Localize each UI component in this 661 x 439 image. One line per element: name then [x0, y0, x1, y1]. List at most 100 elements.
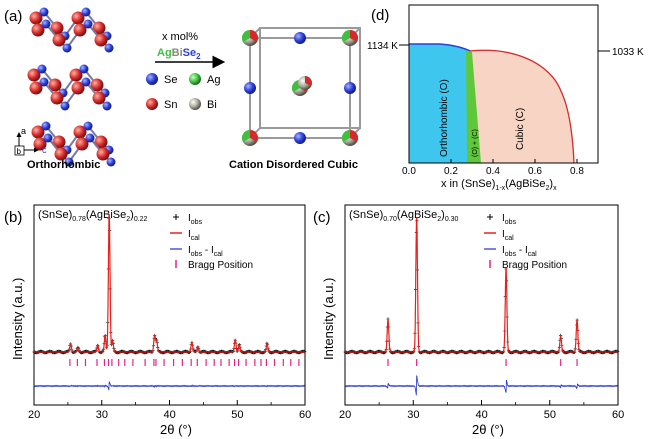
cubic-caption: Cation Disordered Cubic — [229, 159, 358, 171]
legend-cal: Ical — [502, 229, 514, 242]
sn-atom — [94, 135, 108, 149]
calculated-line — [34, 213, 305, 353]
sn-atom — [52, 33, 66, 47]
crystal-axes-indicator: b a c — [14, 126, 47, 156]
arrow-text-compound: AgBiSe2 — [157, 47, 201, 61]
se-atom — [344, 82, 356, 94]
panel-d: (d) 1134 K 1033 K Orthorhombic (O) (O) +… — [367, 4, 644, 192]
se-atom — [60, 101, 70, 111]
se-atom — [39, 7, 49, 17]
sn-atom — [50, 21, 64, 35]
panel-a: (a) b a c Orthorhombic x mol% AgBiSe2 Se… — [4, 7, 361, 171]
se-atom — [104, 43, 114, 53]
legend-diff: Iobs - Ical — [502, 245, 537, 258]
se-atom — [41, 121, 51, 131]
pd-xtick-label: 0.4 — [486, 166, 500, 177]
bragg-ticks-b — [69, 359, 300, 366]
observed-points — [32, 217, 307, 355]
xrd-b-plot — [32, 213, 307, 391]
x-tick-label: 30 — [96, 409, 108, 421]
axis-c-label: c — [42, 145, 47, 155]
se-atom — [39, 77, 49, 87]
mixed-region-label: (O) + (C) — [472, 129, 479, 157]
sn-atom — [29, 81, 43, 95]
sn-atom — [75, 137, 89, 151]
xrd-c-frame — [344, 204, 619, 406]
composition-b: (SnSe)0.78(AgBiSe2)0.22 — [38, 209, 148, 223]
x-tick-label: 40 — [476, 409, 488, 421]
temp-left-label: 1134 K — [367, 41, 398, 52]
legend-bi: Bi — [207, 99, 217, 111]
xrd-c-plot — [343, 216, 620, 396]
sn-atom — [92, 91, 106, 105]
xrd-b-frame — [33, 204, 306, 406]
sn-atom — [71, 81, 85, 95]
sn-atom — [48, 78, 62, 92]
orthorhombic-region — [409, 44, 468, 163]
xrd-legend-b: Iobs Ical Iobs - Ical Bragg Position — [170, 213, 253, 271]
xlabel-c: 2θ (°) — [472, 422, 504, 437]
orthorhombic-region-label: Orthorhombic (O) — [439, 79, 450, 157]
se-atom — [83, 121, 93, 131]
cubic-region-label: Cubic (C) — [515, 108, 526, 150]
phase-diagram-x-ticks: 0.0 0.2 0.4 0.6 0.8 — [402, 159, 584, 177]
xrd-b-x-ticks: 20 30 40 50 60 — [28, 400, 311, 421]
se-atom — [102, 101, 112, 111]
se-atom — [37, 64, 47, 74]
se-atom — [81, 7, 91, 17]
composition-c: (SnSe)0.70(AgBiSe2)0.30 — [349, 209, 459, 223]
se-atom — [244, 82, 256, 94]
xlabel-b: 2θ (°) — [160, 422, 192, 437]
sn-atom — [31, 125, 45, 139]
legend-bragg: Bragg Position — [502, 260, 567, 271]
sn-atom — [27, 68, 41, 82]
orthorhombic-structure-image — [27, 7, 116, 167]
legend-diff: Iobs - Ical — [188, 245, 223, 258]
sn-atom — [29, 11, 43, 25]
x-tick-label: 60 — [299, 409, 311, 421]
bragg-ticks-c — [387, 359, 578, 366]
se-atom — [81, 77, 91, 87]
se-atom — [85, 133, 95, 143]
arrow-text-xmol: x mol% — [162, 31, 198, 43]
difference-line — [344, 374, 619, 396]
pd-xtick-label: 0.8 — [570, 166, 584, 177]
xrd-c-x-ticks: 20 30 40 50 60 — [339, 400, 624, 421]
sn-atom — [71, 11, 85, 25]
ylabel-b: Intensity (a.u.) — [10, 278, 25, 360]
sn-atom — [50, 91, 64, 105]
panel-d-label: (d) — [371, 7, 389, 24]
legend-sn: Sn — [164, 99, 177, 111]
x-tick-label: 20 — [339, 409, 351, 421]
difference-line — [33, 381, 306, 391]
se-atom — [41, 19, 51, 29]
legend-ag: Ag — [207, 74, 220, 86]
sn-atom — [90, 78, 104, 92]
se-sphere-icon — [146, 73, 158, 85]
cubic-region — [470, 50, 574, 163]
x-tick-label: 60 — [612, 409, 624, 421]
panel-b: (b) (SnSe)0.78(AgBiSe2)0.22 IobsIcalIobs… — [4, 204, 311, 437]
temp-right-label: 1033 K — [612, 47, 644, 58]
sn-atom — [52, 135, 66, 149]
mixed-phase-region — [466, 51, 481, 163]
sn-atom — [33, 137, 47, 151]
calculated-line — [345, 216, 618, 353]
x-tick-label: 50 — [231, 409, 243, 421]
axis-a-label: a — [21, 126, 26, 136]
obs-marker-icon — [173, 214, 179, 220]
liquidus-curve — [409, 43, 471, 52]
se-atom — [106, 157, 116, 167]
obs-marker-icon — [487, 214, 493, 220]
sn-atom — [73, 125, 87, 139]
x-tick-label: 50 — [544, 409, 556, 421]
pd-xtick-label: 0.2 — [444, 166, 458, 177]
se-atom — [43, 133, 53, 143]
legend-se: Se — [164, 74, 177, 86]
cubic-structure-image — [241, 27, 361, 146]
cubic-boundary-curve — [469, 49, 575, 164]
panel-b-label: (b) — [4, 209, 22, 226]
legend-cal: Ical — [188, 229, 200, 242]
orthorhombic-caption: Orthorhombic — [27, 159, 100, 171]
